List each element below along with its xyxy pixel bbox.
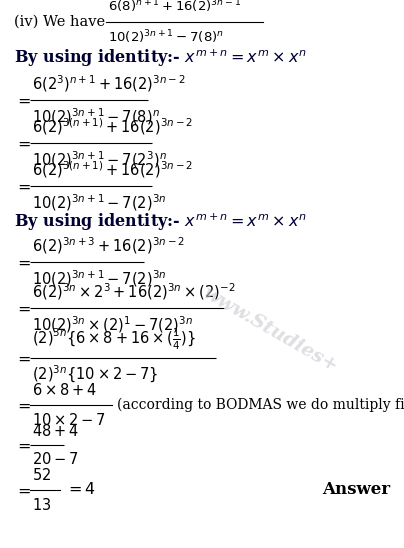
Text: $13$: $13$ (32, 497, 51, 513)
Text: $10(2)^{3n+1}-7(8)^{n}$: $10(2)^{3n+1}-7(8)^{n}$ (108, 28, 224, 46)
Text: $6(2)^{3(n+1)}+16(2)^{3n-2}$: $6(2)^{3(n+1)}+16(2)^{3n-2}$ (32, 116, 193, 136)
Text: $=$: $=$ (14, 300, 31, 317)
Text: $6(2)^{3n+3}+16(2)^{3n-2}$: $6(2)^{3n+3}+16(2)^{3n-2}$ (32, 235, 185, 256)
Text: $6(2)^{3(n+1)}+16(2)^{3n-2}$: $6(2)^{3(n+1)}+16(2)^{3n-2}$ (32, 159, 193, 180)
Text: $=$: $=$ (14, 482, 31, 499)
Text: (according to BODMAS we do multiply first): (according to BODMAS we do multiply firs… (117, 398, 404, 412)
Text: $6\times8+4$: $6\times8+4$ (32, 382, 97, 398)
Text: $10(2)^{3n+1}-7(2)^{3n}$: $10(2)^{3n+1}-7(2)^{3n}$ (32, 192, 166, 213)
Text: $=$: $=$ (14, 397, 31, 414)
Text: $10\times2-7$: $10\times2-7$ (32, 412, 106, 428)
Text: $=$: $=$ (14, 437, 31, 454)
Text: $6(2)^{3n}\times 2^3+16(2)^{3n}\times(2)^{-2}$: $6(2)^{3n}\times 2^3+16(2)^{3n}\times(2)… (32, 281, 236, 301)
Text: By using identity:- $x^{m+n}=x^{m}\times x^{n}$: By using identity:- $x^{m+n}=x^{m}\times… (14, 47, 307, 68)
Text: $10(2)^{3n+1}-7(2)^{3n}$: $10(2)^{3n+1}-7(2)^{3n}$ (32, 269, 166, 289)
Text: $48+4$: $48+4$ (32, 423, 79, 438)
Text: (iv) We have: (iv) We have (14, 15, 105, 29)
Text: $10(2)^{3n+1}-7(8)^{n}$: $10(2)^{3n+1}-7(8)^{n}$ (32, 106, 160, 127)
Text: $20-7$: $20-7$ (32, 452, 79, 467)
Text: $=$: $=$ (14, 254, 31, 271)
Text: By using identity:- $x^{m+n}=x^{m}\times x^{n}$: By using identity:- $x^{m+n}=x^{m}\times… (14, 212, 307, 233)
Text: $=$: $=$ (14, 134, 31, 151)
Text: $10(2)^{3n}\times(2)^{1}-7(2)^{3n}$: $10(2)^{3n}\times(2)^{1}-7(2)^{3n}$ (32, 315, 193, 335)
Text: $=$: $=$ (14, 178, 31, 195)
Text: www.Studies+: www.Studies+ (199, 284, 341, 376)
Text: $10(2)^{3n+1}-7(2^3)^{n}$: $10(2)^{3n+1}-7(2^3)^{n}$ (32, 150, 167, 170)
Text: $6(2^3)^{n+1}+16(2)^{3n-2}$: $6(2^3)^{n+1}+16(2)^{3n-2}$ (32, 73, 186, 94)
Text: $=$: $=$ (14, 350, 31, 367)
Text: $=4$: $=4$ (65, 482, 96, 499)
Text: $(2)^{3n}\{6\times8+16\times(\frac{1}{4})\}$: $(2)^{3n}\{6\times8+16\times(\frac{1}{4}… (32, 326, 196, 352)
Text: $52$: $52$ (32, 467, 51, 483)
Text: Answer: Answer (322, 482, 390, 499)
Text: $6(8)^{n+1}+16(2)^{3n-1}$: $6(8)^{n+1}+16(2)^{3n-1}$ (108, 0, 241, 15)
Text: $(2)^{3n}\{10\times2-7\}$: $(2)^{3n}\{10\times2-7\}$ (32, 364, 158, 385)
Text: $=$: $=$ (14, 92, 31, 109)
